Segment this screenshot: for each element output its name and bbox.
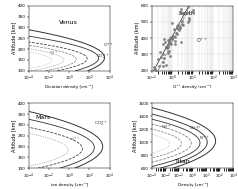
Point (169, 40, 172, 43)
Point (158, 51, 162, 54)
Text: O$^{++}$: O$^{++}$ (103, 42, 114, 49)
Point (187, 16, 191, 19)
Point (162, 56, 166, 59)
Point (161, 65, 165, 68)
Point (170, 36, 174, 39)
Y-axis label: Altitude [km]: Altitude [km] (132, 119, 137, 152)
Point (170, 22, 174, 25)
Point (162, 37, 165, 40)
Point (174, 43, 177, 46)
Point (174, 31, 178, 34)
Point (165, 47, 169, 50)
Point (163, 40, 167, 43)
Point (171, 34, 174, 37)
Point (179, 12, 183, 15)
Text: Venus: Venus (60, 20, 78, 25)
Point (166, 38, 169, 41)
Point (177, 29, 180, 32)
Point (185, 12, 189, 15)
Point (164, 46, 168, 49)
Point (181, 24, 185, 27)
Point (174, 35, 177, 38)
Point (154, 69, 158, 72)
Point (159, 56, 163, 59)
Point (169, 42, 173, 45)
X-axis label: Dication density [cm⁻³]: Dication density [cm⁻³] (45, 84, 93, 89)
Point (188, 18, 191, 21)
Text: O$^{++}$: O$^{++}$ (196, 36, 208, 45)
Point (165, 46, 169, 49)
Point (167, 39, 171, 42)
Point (175, 26, 179, 29)
Point (157, 64, 160, 67)
Point (156, 58, 160, 61)
Text: CO$_2^{++}$: CO$_2^{++}$ (94, 120, 108, 129)
Point (168, 41, 171, 44)
Point (166, 46, 169, 49)
Text: N$_2^{++}$: N$_2^{++}$ (161, 123, 172, 132)
Y-axis label: Altitude [km]: Altitude [km] (11, 119, 16, 152)
Point (170, 36, 174, 39)
Point (181, 12, 185, 15)
Point (175, 24, 179, 27)
Point (161, 52, 165, 55)
Text: N$^{++}$: N$^{++}$ (199, 134, 209, 142)
Point (161, 42, 165, 45)
Point (191, 9, 195, 12)
Text: m$^{++}$: m$^{++}$ (69, 136, 80, 143)
Point (166, 52, 169, 55)
Point (180, 20, 184, 23)
Text: CO$_2^{++}$: CO$_2^{++}$ (96, 52, 109, 61)
Point (168, 36, 172, 39)
Text: Earth: Earth (178, 11, 195, 16)
Point (164, 45, 168, 48)
Point (161, 61, 165, 64)
Point (173, 40, 177, 43)
Point (170, 37, 174, 40)
Point (191, 10, 195, 13)
Point (179, 7, 183, 10)
Point (164, 63, 168, 66)
Point (153, 68, 157, 71)
Text: CH$_2^{++}$: CH$_2^{++}$ (188, 124, 202, 133)
Point (180, 22, 183, 25)
Text: Mars: Mars (35, 115, 50, 120)
Text: Titan: Titan (175, 159, 190, 164)
Point (179, 40, 183, 43)
Point (168, 55, 172, 58)
Point (178, 25, 182, 28)
Point (186, 20, 189, 23)
Point (152, 65, 156, 68)
Point (178, 27, 182, 30)
Point (167, 49, 171, 52)
Point (172, 28, 176, 31)
X-axis label: Density [cm⁻³]: Density [cm⁻³] (178, 182, 208, 187)
Text: S$_2^{++}$: S$_2^{++}$ (49, 49, 59, 58)
Y-axis label: Altitude [km]: Altitude [km] (11, 22, 16, 54)
X-axis label: ion density [cm⁻³]: ion density [cm⁻³] (50, 182, 88, 187)
Point (176, 23, 180, 26)
Y-axis label: Altitude (km): Altitude (km) (134, 22, 139, 54)
X-axis label: O⁺⁺ density (cm⁻³): O⁺⁺ density (cm⁻³) (173, 84, 212, 89)
Point (175, 33, 179, 36)
Point (166, 43, 169, 46)
